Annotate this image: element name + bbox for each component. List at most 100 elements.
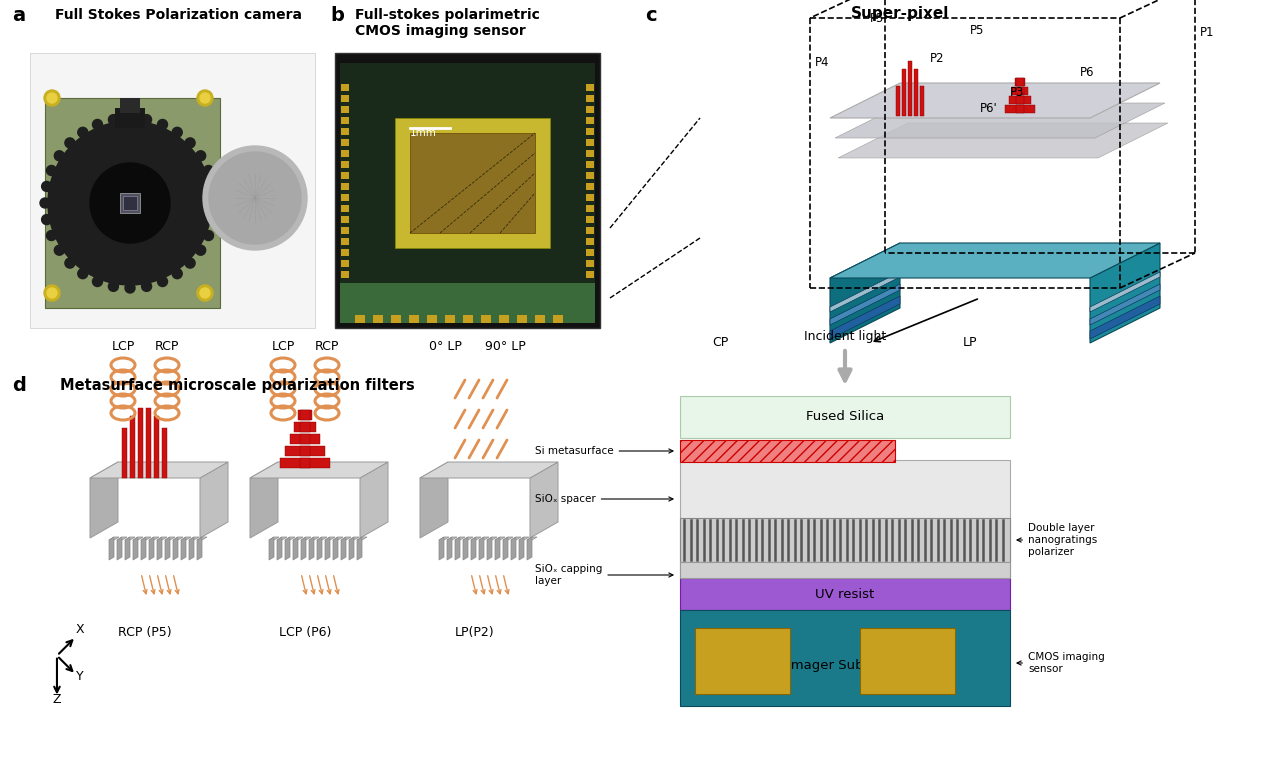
Polygon shape [439,537,449,540]
Bar [340,260,349,267]
Text: c: c [645,6,657,25]
Bar [680,610,1010,706]
Circle shape [204,165,214,175]
Text: 90° LP: 90° LP [485,340,525,353]
Circle shape [209,215,219,224]
Polygon shape [197,537,207,540]
Bar [298,410,312,420]
Polygon shape [293,537,298,560]
Text: P1: P1 [1201,27,1215,39]
Text: Super-pixel: Super-pixel [851,6,950,21]
Bar [586,205,594,212]
Bar [586,161,594,168]
Bar [680,562,1010,578]
Bar [586,227,594,234]
Polygon shape [333,537,343,540]
Text: LCP (P6): LCP (P6) [279,626,332,639]
Polygon shape [518,537,529,540]
Circle shape [204,230,214,240]
Text: LP: LP [963,337,977,349]
Polygon shape [1091,243,1160,343]
Bar [680,396,1010,438]
Circle shape [109,281,119,291]
Polygon shape [333,537,338,560]
Bar [586,271,594,278]
Bar [553,315,563,323]
Text: LCP: LCP [271,340,294,353]
Circle shape [125,113,134,123]
Text: Full-stokes polarimetric
CMOS imaging sensor: Full-stokes polarimetric CMOS imaging se… [355,8,540,38]
Circle shape [196,151,206,161]
Polygon shape [471,537,476,560]
Bar [335,53,600,328]
Polygon shape [829,272,900,312]
Polygon shape [276,537,282,560]
Bar [294,422,316,432]
Text: Metasurface microscale polarization filters: Metasurface microscale polarization filt… [60,378,415,393]
Text: P4: P4 [815,57,829,70]
Circle shape [78,268,88,279]
Bar [396,118,550,248]
Polygon shape [511,537,516,560]
Polygon shape [357,537,367,540]
Circle shape [200,93,210,103]
Bar [445,315,454,323]
Polygon shape [527,537,538,540]
Bar [390,315,401,323]
Circle shape [204,146,307,250]
Text: a: a [12,6,26,25]
Text: P6: P6 [1080,67,1094,80]
Polygon shape [829,296,900,339]
Bar [340,283,595,323]
Bar [586,216,594,223]
Bar [896,86,900,116]
Bar [463,315,474,323]
Polygon shape [317,537,326,540]
Polygon shape [276,537,287,540]
Circle shape [142,281,151,291]
Bar [340,216,349,223]
Polygon shape [349,537,358,540]
Bar [138,408,143,478]
Polygon shape [189,537,198,540]
Polygon shape [157,537,166,540]
Text: Fused Silica: Fused Silica [806,411,884,424]
Bar [920,86,924,116]
Polygon shape [325,537,335,540]
Bar [1016,96,1024,104]
Bar [340,84,349,91]
Bar [1015,78,1025,86]
Bar [340,249,349,256]
Bar [499,315,509,323]
Bar [914,69,918,116]
Polygon shape [109,537,119,540]
Polygon shape [133,537,143,540]
Polygon shape [447,537,452,560]
Text: b: b [330,6,344,25]
Bar [340,117,349,124]
Bar [586,139,594,146]
Polygon shape [511,537,521,540]
Polygon shape [439,537,444,560]
Bar [1012,87,1028,95]
Bar [535,315,545,323]
Bar [1009,96,1030,104]
Circle shape [47,93,58,103]
Bar [120,98,140,113]
Bar [340,150,349,157]
Polygon shape [454,537,460,560]
Polygon shape [357,537,362,560]
Bar [586,150,594,157]
Bar [410,315,419,323]
Bar [372,315,383,323]
Text: SiOₓ capping
layer: SiOₓ capping layer [535,564,673,586]
Bar [902,69,906,116]
Bar [123,196,137,210]
Polygon shape [479,537,489,540]
Polygon shape [463,537,468,560]
Circle shape [210,198,220,208]
Bar [680,518,1010,562]
Circle shape [157,120,168,130]
Polygon shape [116,537,122,560]
Polygon shape [317,537,323,560]
